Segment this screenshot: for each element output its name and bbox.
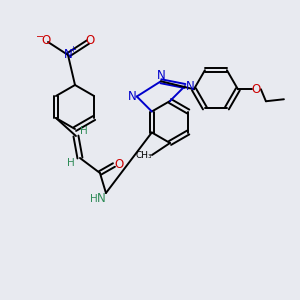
Text: −: − [36,32,44,42]
Text: H: H [67,158,75,168]
Text: N: N [97,193,105,206]
Text: O: O [41,34,51,47]
Text: O: O [114,158,124,170]
Text: N: N [157,69,165,82]
Text: N: N [64,49,72,62]
Text: H: H [80,126,88,136]
Text: CH₃: CH₃ [136,151,152,160]
Text: N: N [128,90,136,103]
Text: O: O [251,83,260,96]
Text: +: + [70,46,76,55]
Text: H: H [90,194,98,204]
Text: N: N [186,80,194,92]
Text: O: O [85,34,94,47]
